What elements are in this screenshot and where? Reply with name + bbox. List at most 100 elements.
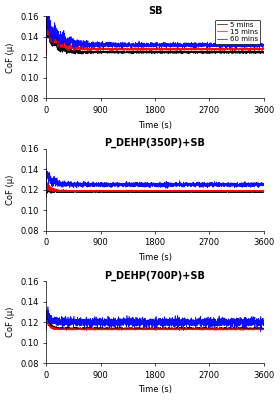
60 mins bbox=[242, 44, 245, 48]
Line: 15 mins: 15 mins bbox=[46, 183, 264, 194]
5 mins bbox=[241, 49, 245, 54]
15 mins bbox=[45, 50, 48, 55]
Y-axis label: CoF (μ): CoF (μ) bbox=[6, 175, 15, 205]
60 mins bbox=[45, 320, 48, 325]
5 mins bbox=[45, 328, 48, 333]
60 mins bbox=[176, 182, 179, 187]
Y-axis label: CoF (μ): CoF (μ) bbox=[6, 42, 15, 72]
5 mins bbox=[241, 325, 245, 330]
Line: 5 mins: 5 mins bbox=[46, 184, 264, 198]
60 mins bbox=[262, 43, 265, 48]
15 mins bbox=[241, 188, 245, 193]
5 mins bbox=[45, 53, 48, 58]
Line: 60 mins: 60 mins bbox=[46, 168, 264, 190]
Line: 15 mins: 15 mins bbox=[46, 319, 264, 330]
Legend: 5 mins, 15 mins, 60 mins: 5 mins, 15 mins, 60 mins bbox=[215, 20, 260, 44]
5 mins bbox=[91, 50, 95, 55]
15 mins bbox=[176, 188, 179, 193]
Line: 5 mins: 5 mins bbox=[46, 315, 264, 330]
5 mins bbox=[180, 51, 183, 56]
Y-axis label: CoF (μ): CoF (μ) bbox=[6, 307, 15, 337]
60 mins bbox=[105, 183, 109, 188]
5 mins bbox=[176, 190, 179, 194]
60 mins bbox=[91, 180, 95, 184]
60 mins bbox=[262, 323, 265, 328]
60 mins bbox=[105, 319, 109, 324]
15 mins bbox=[105, 328, 109, 332]
15 mins bbox=[46, 16, 49, 21]
5 mins bbox=[262, 49, 265, 54]
X-axis label: Time (s): Time (s) bbox=[138, 253, 172, 262]
15 mins bbox=[91, 46, 95, 51]
60 mins bbox=[48, 12, 51, 16]
5 mins bbox=[262, 190, 265, 194]
60 mins bbox=[91, 317, 95, 322]
60 mins bbox=[46, 304, 50, 309]
15 mins bbox=[176, 46, 179, 51]
15 mins bbox=[242, 47, 245, 52]
60 mins bbox=[180, 323, 183, 328]
60 mins bbox=[262, 182, 265, 187]
60 mins bbox=[241, 322, 245, 327]
15 mins bbox=[91, 327, 95, 332]
15 mins bbox=[45, 327, 48, 332]
15 mins bbox=[45, 316, 48, 321]
Line: 5 mins: 5 mins bbox=[46, 20, 264, 55]
60 mins bbox=[262, 181, 265, 186]
5 mins bbox=[105, 326, 109, 331]
15 mins bbox=[180, 46, 183, 51]
Title: P_DEHP(700P)+SB: P_DEHP(700P)+SB bbox=[105, 270, 206, 281]
15 mins bbox=[262, 46, 265, 51]
5 mins bbox=[262, 51, 265, 56]
60 mins bbox=[45, 188, 48, 192]
60 mins bbox=[180, 183, 183, 188]
60 mins bbox=[176, 46, 179, 51]
5 mins bbox=[91, 189, 95, 194]
X-axis label: Time (s): Time (s) bbox=[138, 386, 172, 394]
15 mins bbox=[262, 46, 265, 51]
15 mins bbox=[45, 48, 48, 53]
5 mins bbox=[46, 18, 49, 23]
5 mins bbox=[176, 50, 179, 55]
15 mins bbox=[242, 328, 245, 332]
15 mins bbox=[180, 326, 183, 331]
5 mins bbox=[262, 326, 265, 331]
60 mins bbox=[241, 182, 245, 187]
15 mins bbox=[180, 188, 183, 193]
5 mins bbox=[45, 182, 48, 187]
15 mins bbox=[262, 327, 265, 332]
60 mins bbox=[58, 46, 61, 51]
60 mins bbox=[180, 43, 183, 48]
15 mins bbox=[45, 192, 48, 196]
Line: 60 mins: 60 mins bbox=[46, 307, 264, 332]
Line: 60 mins: 60 mins bbox=[46, 14, 264, 49]
15 mins bbox=[262, 327, 265, 332]
Title: SB: SB bbox=[148, 6, 162, 16]
5 mins bbox=[91, 326, 95, 331]
15 mins bbox=[91, 188, 95, 193]
15 mins bbox=[176, 326, 179, 331]
15 mins bbox=[106, 47, 109, 52]
5 mins bbox=[262, 189, 265, 194]
X-axis label: Time (s): Time (s) bbox=[138, 121, 172, 130]
5 mins bbox=[105, 50, 109, 54]
15 mins bbox=[105, 189, 109, 194]
5 mins bbox=[180, 326, 183, 331]
15 mins bbox=[262, 189, 265, 194]
60 mins bbox=[45, 166, 48, 171]
60 mins bbox=[45, 39, 48, 44]
60 mins bbox=[91, 41, 95, 46]
Line: 15 mins: 15 mins bbox=[46, 18, 264, 53]
5 mins bbox=[262, 326, 265, 331]
5 mins bbox=[45, 312, 49, 317]
60 mins bbox=[106, 43, 109, 48]
60 mins bbox=[262, 43, 265, 48]
15 mins bbox=[46, 180, 49, 185]
15 mins bbox=[214, 328, 218, 333]
5 mins bbox=[241, 189, 245, 194]
5 mins bbox=[105, 190, 109, 194]
5 mins bbox=[45, 195, 48, 200]
60 mins bbox=[176, 319, 179, 324]
15 mins bbox=[262, 188, 265, 193]
Title: P_DEHP(350P)+SB: P_DEHP(350P)+SB bbox=[105, 138, 206, 148]
